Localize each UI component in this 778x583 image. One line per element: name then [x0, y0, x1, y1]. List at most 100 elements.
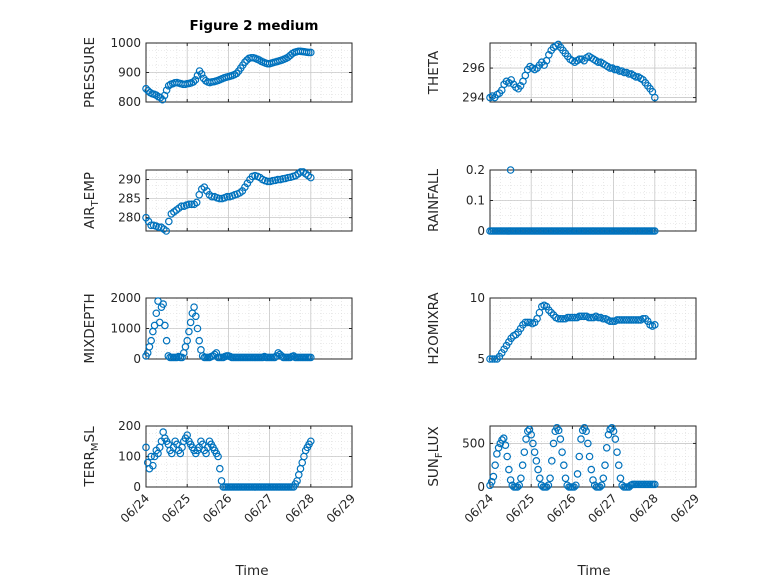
data-point [546, 474, 554, 483]
data-point [575, 312, 584, 321]
data-point [154, 223, 163, 231]
series-markers [142, 428, 315, 491]
data-point [596, 483, 604, 491]
y-axis-label: TERRMSL [82, 426, 101, 488]
y-tick-label: 10 [470, 291, 485, 305]
data-point [144, 217, 153, 226]
y-tick-label: 200 [118, 419, 141, 433]
data-point [304, 48, 313, 57]
data-point [223, 192, 231, 201]
y-tick-label: 0.1 [466, 194, 485, 208]
data-point [585, 452, 594, 461]
subplot-2: 294 296 THETA [426, 40, 697, 105]
subplot-5: 0 1000 2000 MIXDEPTH [82, 291, 353, 366]
y-tick-label: 500 [462, 436, 485, 450]
data-point [152, 309, 161, 318]
data-point [216, 464, 224, 473]
data-point [193, 324, 202, 333]
y-tick-label: 285 [118, 192, 141, 206]
data-point [142, 84, 150, 93]
data-point [615, 67, 624, 75]
data-point [494, 443, 503, 452]
data-point [549, 311, 558, 319]
data-point [554, 314, 563, 323]
data-point [611, 435, 620, 443]
data-point [616, 474, 625, 483]
data-point [274, 175, 282, 184]
y-tick-label: 1000 [110, 322, 141, 336]
data-point [627, 316, 636, 324]
series-markers [486, 40, 659, 102]
data-point [296, 168, 305, 176]
y-tick-label: 0.2 [466, 163, 485, 177]
data-point [610, 65, 619, 74]
data-point [556, 314, 565, 323]
data-point [540, 61, 548, 69]
data-point [243, 56, 251, 64]
x-axis-label-left: Time [234, 563, 268, 579]
data-point [152, 91, 161, 100]
data-point [156, 93, 165, 102]
data-point [534, 465, 542, 474]
y-tick-label: 800 [118, 95, 141, 109]
subplot-3: 280 285 290 AIRTEMP [82, 168, 353, 235]
x-axis-label-right: Time [576, 563, 610, 579]
y-tick-label: 280 [118, 211, 141, 225]
y-tick-label: 296 [462, 61, 485, 75]
data-point [625, 316, 633, 324]
data-point [650, 227, 659, 235]
y-tick-label: 900 [118, 66, 141, 80]
data-point [241, 58, 249, 66]
data-point [585, 313, 593, 322]
data-point [491, 461, 499, 470]
data-point [517, 474, 525, 483]
data-point [527, 430, 536, 439]
data-point [606, 64, 614, 72]
y-tick-label: 0 [477, 224, 485, 238]
y-axis-label: RAINFALL [426, 169, 442, 232]
data-point [575, 452, 584, 461]
data-point [186, 318, 195, 327]
series-markers [486, 301, 659, 363]
subplot-4: 0 0.1 0.2 RAINFALL [426, 163, 697, 238]
series-markers [142, 47, 315, 104]
data-point [650, 93, 659, 102]
data-point [162, 336, 171, 345]
data-point [193, 71, 202, 80]
data-point [486, 355, 494, 363]
axes-box [489, 297, 697, 360]
data-point [487, 477, 496, 486]
data-point [507, 334, 515, 343]
y-axis-label: SUNFLUX [426, 426, 445, 486]
data-point [613, 448, 621, 456]
data-point [142, 213, 150, 222]
data-point [289, 352, 298, 360]
data-point [162, 227, 171, 235]
data-point [554, 426, 563, 435]
series-markers [142, 297, 315, 362]
data-point [650, 480, 659, 489]
data-point [641, 314, 650, 323]
data-point [563, 313, 572, 322]
data-point [532, 457, 541, 465]
data-point [198, 352, 207, 360]
data-point [594, 313, 603, 322]
data-point [513, 483, 522, 491]
data-point [516, 81, 525, 90]
data-point [570, 483, 578, 491]
data-point [306, 353, 315, 362]
data-point [545, 306, 553, 315]
data-point [575, 55, 584, 64]
data-point [149, 461, 157, 470]
data-point [620, 316, 628, 324]
data-point [559, 314, 567, 323]
data-point [625, 70, 633, 78]
data-point [602, 443, 611, 452]
data-point [200, 183, 209, 191]
data-point [192, 198, 201, 207]
data-point [499, 434, 508, 443]
series-markers [142, 168, 315, 235]
data-point [629, 316, 638, 324]
data-point [632, 316, 640, 324]
data-point [587, 465, 596, 474]
